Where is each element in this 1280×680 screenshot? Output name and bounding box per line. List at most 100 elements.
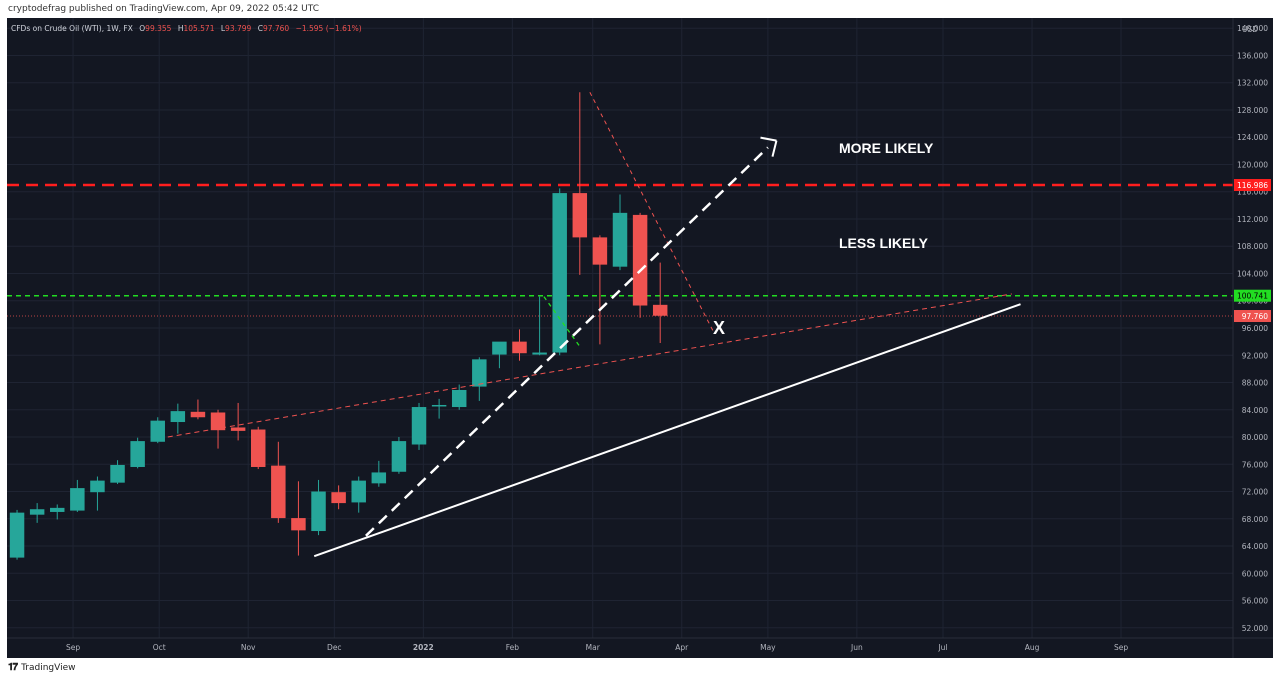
price-axis: 140.000 136.000 132.000 128.000 124.000 120.0… (1232, 18, 1273, 658)
candle (9, 509, 25, 560)
time-axis: Sep Oct Nov Dec 2022 Feb Mar Apr May Jun Jul Aug Sep (7, 637, 1273, 652)
trendline-falling-dotted (589, 92, 714, 332)
publish-text: cryptodefrag published on TradingView.co… (8, 4, 320, 14)
candle (391, 437, 407, 474)
candle (250, 426, 266, 470)
time-tick-label: Sep (66, 643, 80, 652)
candle (29, 503, 45, 523)
candle-body (371, 472, 387, 484)
candle (552, 188, 567, 356)
candle-body (411, 407, 427, 445)
time-tick-label: May (760, 643, 776, 652)
candle (271, 441, 286, 523)
tradingview-logo[interactable]: 𝟏𝟕 TradingView (8, 662, 76, 673)
price-tick-label: 68.000 (1242, 515, 1268, 524)
grid-lines (7, 18, 1233, 638)
price-tick-label: 80.000 (1242, 433, 1268, 442)
candle-body (592, 237, 608, 265)
price-tick-label: 84.000 (1242, 406, 1268, 415)
price-tick-label: 88.000 (1242, 379, 1268, 388)
candle (130, 437, 145, 469)
level-price-label: 116.986 (1237, 181, 1268, 190)
candle (190, 399, 206, 420)
annotation-more-likely: MORE LIKELY (839, 140, 934, 156)
currency-label: USD (1242, 25, 1258, 34)
candle-body (552, 193, 567, 353)
support-line-solid (313, 303, 1021, 558)
price-tick-label: 76.000 (1242, 460, 1268, 469)
price-tick-label: 132.000 (1237, 79, 1268, 88)
candle (532, 296, 547, 356)
candle-body (512, 341, 527, 354)
publish-bar: cryptodefrag published on TradingView.co… (0, 0, 1280, 18)
candle (652, 262, 668, 343)
time-tick-label: Oct (153, 643, 166, 652)
level-price-label: 97.760 (1242, 312, 1268, 321)
candle-body (150, 420, 165, 442)
candle (492, 341, 507, 369)
legend-open-label: O (139, 24, 145, 33)
candle (291, 481, 306, 556)
price-tick-label: 52.000 (1242, 624, 1268, 633)
time-tick-label: Jun (850, 643, 863, 652)
candle-body (271, 465, 286, 519)
legend-low: 93.799 (225, 24, 251, 33)
price-tick-label: 92.000 (1242, 351, 1268, 360)
annotation-x-mark: X (713, 318, 725, 338)
legend-high-label: H (178, 24, 184, 33)
footer-bar (0, 658, 1280, 680)
candle-body (612, 212, 628, 267)
candle (572, 92, 588, 275)
candle (210, 409, 226, 449)
candle-body (532, 352, 547, 355)
price-tick-label: 108.000 (1237, 242, 1268, 251)
candle (472, 357, 487, 401)
price-tick-label: 96.000 (1242, 324, 1268, 333)
candle-body (431, 404, 447, 407)
candle (150, 417, 165, 444)
time-tick-label: Aug (1025, 643, 1040, 652)
candle-body (632, 214, 648, 306)
candle (70, 479, 85, 512)
candle-body (230, 427, 246, 431)
candle-body (572, 193, 588, 238)
candle (110, 460, 125, 485)
level-price-box (1234, 289, 1271, 302)
price-tick-label: 60.000 (1242, 569, 1268, 578)
svg-text:CFDs on Crude Oil (WTI), 1W, F: CFDs on Crude Oil (WTI), 1W, FX O99.355 … (11, 24, 362, 33)
candle-body (351, 480, 366, 503)
chart-area[interactable] (7, 18, 1273, 658)
drawings (167, 92, 1021, 558)
price-tick-label: 64.000 (1242, 542, 1268, 551)
price-tick-label: 112.000 (1237, 215, 1268, 224)
candle (431, 398, 447, 419)
candle-body (250, 429, 266, 467)
candle (592, 235, 608, 345)
candle (371, 460, 387, 487)
candle (411, 402, 427, 450)
candlestick-chart[interactable]: 140.000 136.000 132.000 128.000 124.000 120.0… (7, 18, 1273, 658)
candle-body (210, 412, 226, 431)
horizontal-levels (7, 183, 1233, 317)
candle (170, 403, 186, 434)
candle-body (29, 509, 45, 515)
time-tick-label: Nov (241, 643, 256, 652)
candle-body (190, 411, 206, 418)
candle-body (90, 480, 105, 493)
candle (311, 479, 326, 536)
candle-body (50, 507, 65, 512)
projection-arrow-dashed (365, 146, 769, 537)
time-tick-label: 2022 (413, 643, 434, 652)
price-tick-label: 136.000 (1237, 51, 1268, 60)
legend: CFDs on Crude Oil (WTI), 1W, FX O99.355 … (11, 24, 362, 33)
price-tick-label: 72.000 (1242, 488, 1268, 497)
level-price-box (1234, 310, 1271, 323)
candle-body (472, 359, 487, 387)
arrow-head-right (771, 140, 778, 157)
price-tick-label: 56.000 (1242, 597, 1268, 606)
time-tick-label: Dec (327, 643, 342, 652)
candle-body (291, 518, 306, 531)
candle (90, 476, 105, 511)
candle-body (451, 390, 467, 408)
legend-high: 105.571 (183, 24, 214, 33)
